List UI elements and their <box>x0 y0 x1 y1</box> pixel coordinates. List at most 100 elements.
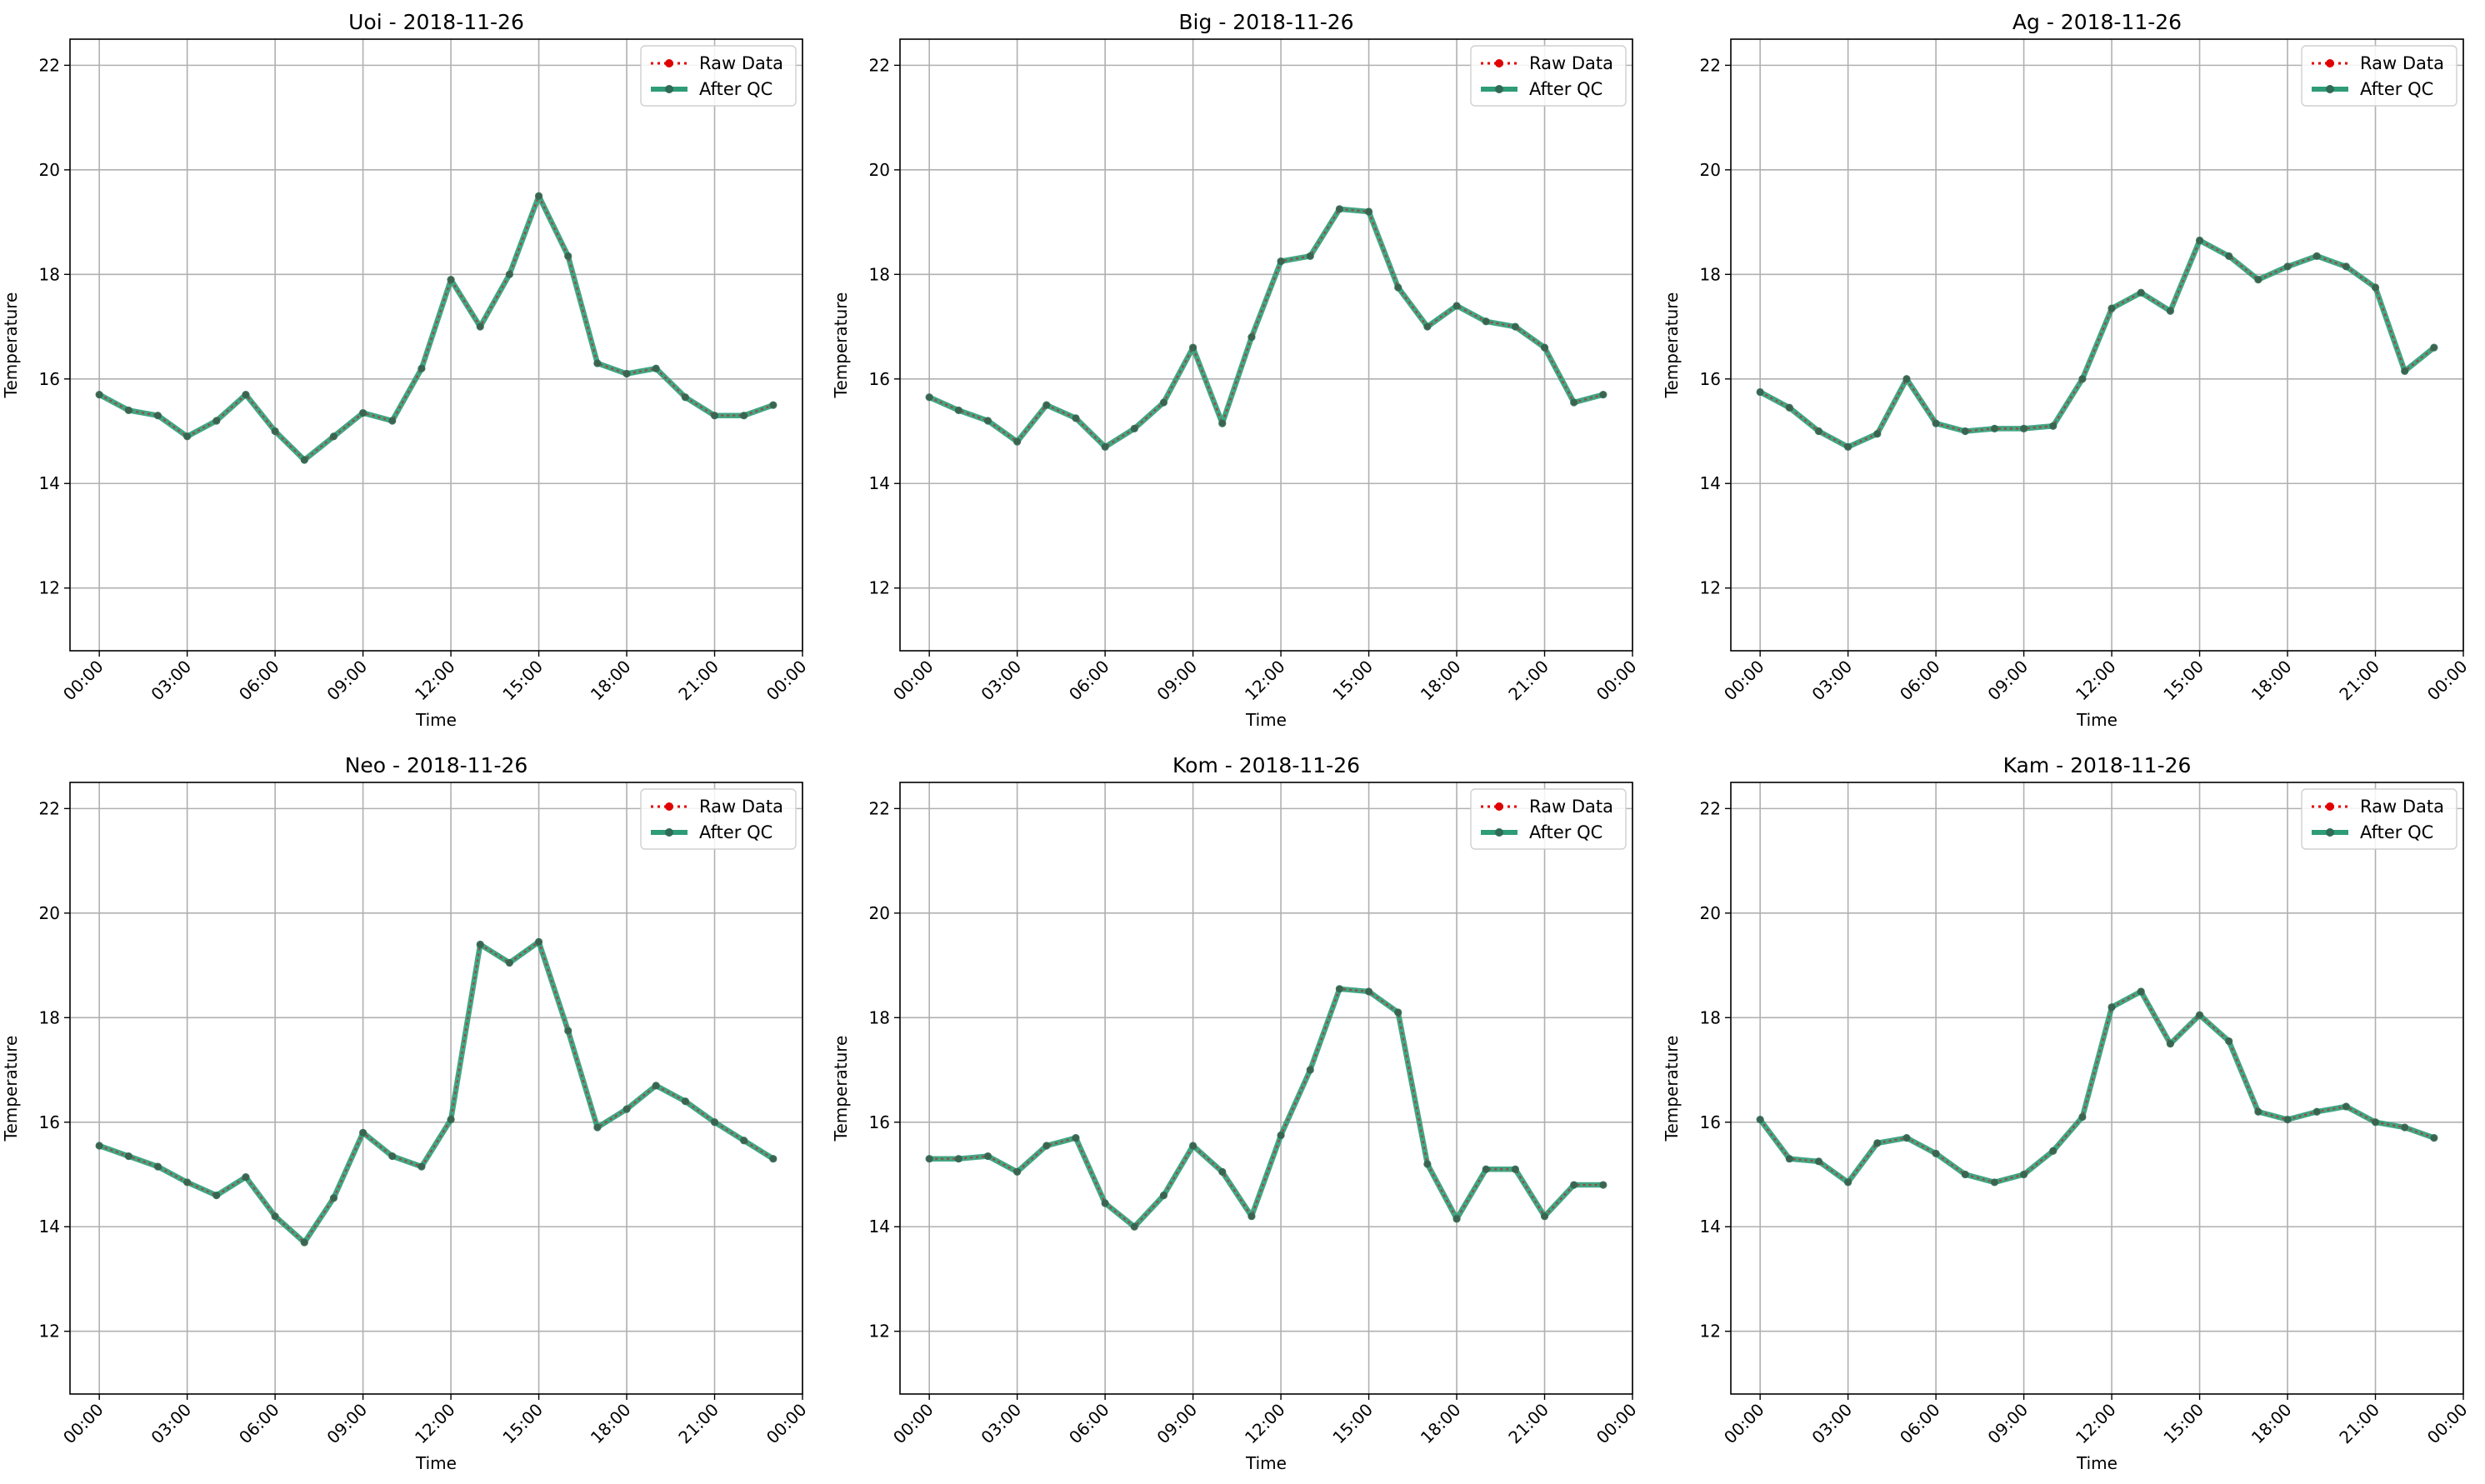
y-axis-label: Temperature <box>1662 292 1682 399</box>
x-axis-label: Time <box>2076 710 2118 730</box>
x-tick-label: 06:00 <box>235 657 283 705</box>
legend-label-raw-data: Raw Data <box>1529 797 1613 817</box>
legend-marker-after-qc <box>665 85 673 93</box>
after-qc-point <box>740 412 748 420</box>
chart-title: Big - 2018-11-26 <box>1178 10 1353 34</box>
series-line-raw-data <box>1759 990 2435 1184</box>
y-tick-label: 22 <box>1700 798 1721 818</box>
legend-label-after-qc: After QC <box>699 822 772 842</box>
x-tick-label: 03:00 <box>977 1400 1025 1448</box>
after-qc-point <box>1159 398 1168 407</box>
after-qc-point <box>1042 1142 1051 1150</box>
x-tick-label: 12:00 <box>2072 657 2120 705</box>
y-tick-label: 18 <box>39 1007 60 1027</box>
after-qc-point <box>1452 1215 1461 1223</box>
y-tick-label: 22 <box>1700 55 1721 75</box>
after-qc-point <box>593 1123 602 1132</box>
after-qc-point <box>2342 1102 2350 1111</box>
after-qc-point <box>2137 987 2145 996</box>
after-qc-point <box>1452 302 1461 310</box>
x-tick-label: 15:00 <box>498 657 547 705</box>
x-tick-label: 18:00 <box>2248 657 2296 705</box>
after-qc-point <box>476 322 484 331</box>
y-tick-label: 14 <box>869 1217 890 1237</box>
x-tick-label: 03:00 <box>1808 657 1856 705</box>
after-qc-point <box>622 1105 631 1113</box>
series-line-after-qc <box>926 206 1607 450</box>
y-axis-label: Temperature <box>1 1036 21 1142</box>
after-qc-point <box>1072 1133 1080 1142</box>
after-qc-point <box>2401 1123 2409 1132</box>
after-qc-point <box>1482 317 1490 326</box>
after-qc-point <box>505 270 514 278</box>
chart-panel: Kom - 2018-11-26 00:00 03:00 06:00 09:00 12:0… <box>831 753 1641 1473</box>
legend: Raw Data After QC <box>2301 788 2458 850</box>
y-tick-label: 12 <box>39 578 60 598</box>
x-tick-label: 15:00 <box>498 1400 547 1448</box>
y-tick-label: 12 <box>869 1322 890 1342</box>
after-qc-point <box>2078 1112 2087 1122</box>
x-tick-label: 09:00 <box>1152 657 1201 705</box>
after-qc-point <box>124 1152 132 1161</box>
chart-panel: Ag - 2018-11-26 00:00 03:00 06:00 09:00 12:00… <box>1662 10 2472 730</box>
after-qc-point <box>1101 1199 1109 1207</box>
after-qc-point <box>1306 252 1314 260</box>
after-qc-point <box>1335 985 1343 993</box>
after-qc-point <box>1961 427 1969 436</box>
after-qc-point <box>534 192 543 200</box>
after-qc-point <box>2020 424 2028 432</box>
axes-frame <box>899 782 1633 1395</box>
y-tick-label: 16 <box>1700 1112 1721 1132</box>
series-line-raw-data <box>928 207 1604 448</box>
after-qc-point <box>271 427 279 436</box>
chart-title: Uoi - 2018-11-26 <box>348 10 524 34</box>
x-tick-label: 00:00 <box>1592 1400 1641 1448</box>
after-qc-point <box>447 1116 455 1124</box>
y-tick-label: 16 <box>39 369 60 389</box>
legend-label-raw-data: Raw Data <box>2360 797 2444 817</box>
after-qc-point <box>1423 322 1432 331</box>
after-qc-point <box>1599 1181 1608 1189</box>
after-qc-point <box>2401 367 2409 375</box>
legend-label-raw-data: Raw Data <box>699 53 783 73</box>
after-qc-point <box>2312 252 2321 260</box>
after-qc-point <box>2108 1003 2116 1012</box>
y-tick-label: 18 <box>869 1007 890 1027</box>
x-tick-label: 00:00 <box>59 1400 108 1448</box>
x-tick-label: 00:00 <box>762 657 811 705</box>
x-tick-label: 12:00 <box>411 657 459 705</box>
after-qc-point <box>2371 1118 2380 1127</box>
after-qc-point <box>925 393 933 402</box>
after-qc-point <box>476 940 484 949</box>
after-qc-point <box>1013 1167 1022 1176</box>
after-qc-point <box>2108 304 2116 312</box>
y-tick-label: 16 <box>869 369 890 389</box>
after-qc-point <box>1248 1212 1256 1221</box>
y-tick-label: 16 <box>869 1112 890 1132</box>
after-qc-point <box>1990 424 1999 432</box>
after-qc-point <box>505 958 514 967</box>
after-qc-point <box>1599 390 1608 399</box>
y-tick-label: 20 <box>869 160 890 180</box>
after-qc-point <box>1570 398 1578 407</box>
y-tick-label: 16 <box>1700 369 1721 389</box>
after-qc-point <box>1130 1222 1138 1231</box>
after-qc-point <box>983 417 992 425</box>
after-qc-point <box>212 1192 221 1200</box>
legend-label-raw-data: Raw Data <box>699 797 783 817</box>
after-qc-point <box>2166 307 2174 315</box>
legend-label-raw-data: Raw Data <box>1529 53 1613 73</box>
after-qc-point <box>681 393 689 402</box>
y-tick-label: 16 <box>39 1112 60 1132</box>
chart-title: Kom - 2018-11-26 <box>1172 753 1360 777</box>
y-tick-label: 22 <box>869 55 890 75</box>
y-tick-label: 20 <box>1700 160 1721 180</box>
after-qc-point <box>1394 283 1402 292</box>
x-tick-label: 09:00 <box>1152 1400 1201 1448</box>
axes-frame <box>69 782 803 1395</box>
x-tick-label: 00:00 <box>59 657 108 705</box>
legend-marker-raw-data <box>2326 802 2334 811</box>
after-qc-point <box>1932 419 1940 427</box>
after-qc-point <box>1756 387 1764 397</box>
